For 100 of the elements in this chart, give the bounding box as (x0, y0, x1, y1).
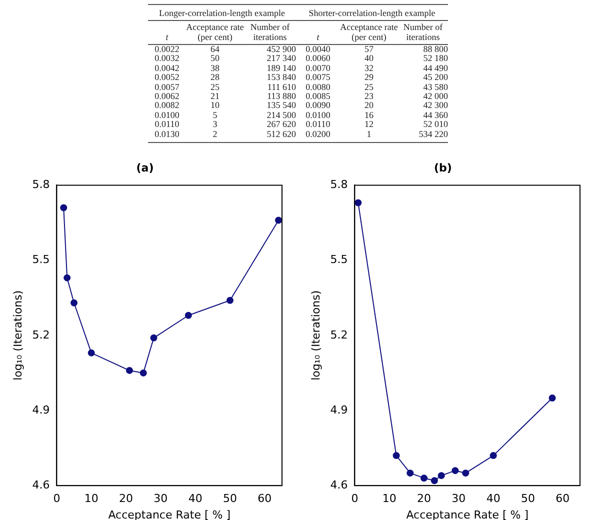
text: 12 (364, 119, 374, 130)
text: 0.0057 (154, 82, 180, 92)
text: 5 (212, 110, 218, 120)
text: 42 000 (422, 91, 448, 102)
text: 0.0022 (154, 44, 180, 54)
y-axis-title: log₁₀ (Iterations) (309, 290, 322, 380)
text: 189 140 (266, 62, 296, 74)
point (226, 296, 234, 304)
text: 0.0200 (304, 128, 332, 140)
point (406, 470, 414, 477)
text: t (296, 31, 340, 45)
x-tick-label: 0 (351, 492, 358, 506)
text: 16 (364, 110, 374, 120)
text: 25 (364, 82, 374, 92)
text: 452 900 (266, 44, 296, 54)
text: 135 540 (266, 100, 296, 111)
text: 0.0075 (304, 72, 332, 83)
text: 0.0100 (304, 110, 332, 120)
x-tick-label: 20 (119, 492, 134, 506)
y-tick-label: 5.8 (32, 178, 50, 192)
x-tick-label: 30 (154, 492, 168, 506)
point (275, 216, 282, 224)
point (126, 366, 133, 374)
point (150, 334, 158, 342)
text: 0.0082 (154, 100, 180, 111)
text: 25 (210, 82, 220, 92)
point (420, 474, 428, 482)
text: 512 620 (266, 128, 296, 140)
text: 64 (210, 44, 220, 54)
x-tick-label: 0 (53, 492, 60, 506)
point (490, 452, 497, 460)
text: 0.0040 (304, 44, 332, 54)
text: 534 220 (418, 128, 448, 140)
x-tick-label: 50 (223, 492, 238, 506)
point (140, 369, 147, 376)
text: 38 (210, 62, 220, 74)
text: 0.0130 (154, 128, 180, 140)
text: 0.0085 (304, 91, 332, 102)
text: 57 (364, 44, 374, 54)
text: 2 (212, 128, 218, 140)
text: 44 490 (422, 62, 448, 74)
text: Number of iterations (398, 21, 448, 45)
y-tick-label: 4.9 (32, 403, 50, 416)
y-tick-label: 4.9 (330, 403, 348, 416)
y-tick-label: 5.8 (330, 178, 348, 192)
chart-title: (a) (136, 161, 154, 174)
text: Longer-correlation-length example (148, 8, 296, 21)
x-tick-label: 50 (521, 492, 536, 506)
text: t (148, 31, 186, 45)
y-tick-label: 5.2 (330, 328, 348, 342)
point (430, 477, 438, 484)
text: 0.0060 (304, 53, 332, 64)
text: Acceptance rate (per cent) (186, 21, 244, 45)
x-tick-label: 20 (417, 492, 432, 506)
text: 0.0062 (154, 91, 180, 102)
text: 21 (210, 91, 220, 102)
text: 10 (210, 100, 220, 111)
x-tick-label: 10 (84, 492, 98, 506)
x-tick-label: 30 (452, 492, 466, 506)
text: 0.0090 (304, 100, 332, 111)
text: 43 580 (422, 82, 448, 92)
text: 0.0100 (154, 110, 180, 120)
point (64, 274, 71, 282)
text: 50 (210, 53, 220, 64)
y-tick-label: 4.6 (330, 478, 348, 492)
text: 1 (366, 128, 372, 140)
text: Number of iterations (244, 21, 296, 45)
point (60, 204, 68, 212)
text: 32 (364, 62, 374, 74)
y-tick-label: 4.6 (32, 478, 50, 492)
text: 153 840 (266, 72, 296, 83)
point (88, 349, 95, 356)
text: 0.0070 (304, 62, 332, 74)
text: 214 500 (266, 110, 296, 120)
text: 267 620 (266, 119, 296, 130)
x-tick-label: 60 (556, 492, 570, 506)
text: 0.0042 (154, 62, 180, 74)
text: 52 010 (422, 119, 448, 130)
point (548, 394, 556, 402)
point (184, 312, 192, 319)
y-tick-label: 5.2 (32, 328, 50, 342)
text: 40 (364, 53, 374, 64)
text: 29 (364, 72, 374, 83)
text: 23 (364, 91, 374, 102)
chart-title: (b) (434, 161, 452, 174)
text: 88 800 (422, 44, 448, 54)
text: 113 880 (266, 91, 296, 102)
text: 111 610 (266, 82, 296, 92)
point (70, 299, 78, 306)
text: Acceptance rate (per cent) (340, 21, 398, 45)
point (452, 467, 459, 474)
text: 0.0052 (154, 72, 180, 83)
point (438, 472, 445, 480)
text: 0.0110 (304, 119, 332, 130)
text: 44 360 (422, 110, 448, 120)
text: 28 (210, 72, 220, 83)
x-tick-label: 40 (188, 492, 202, 506)
text: 42 300 (422, 100, 448, 111)
point (392, 452, 400, 460)
point (354, 199, 362, 206)
